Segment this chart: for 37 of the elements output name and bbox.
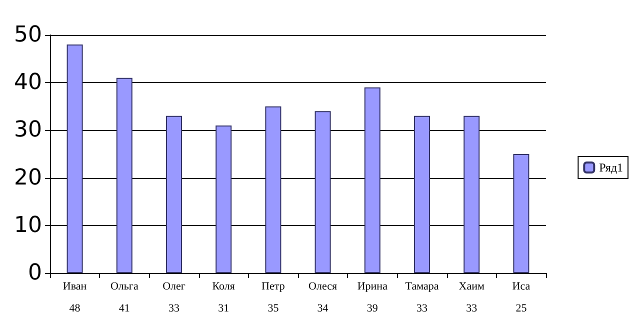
x-tick-label: Тамара: [405, 280, 439, 292]
bar: [216, 125, 232, 273]
y-tick-label: 40: [14, 70, 42, 96]
y-tick-label: 0: [28, 260, 42, 286]
bar: [464, 116, 480, 273]
bar: [414, 116, 430, 273]
x-tick-label: Петр: [262, 280, 286, 292]
y-tick-label: 50: [14, 22, 42, 48]
x-tick-label: Иса: [512, 280, 530, 292]
x-tick-label: Ольга: [110, 280, 138, 292]
bar: [116, 78, 132, 273]
data-label: 33: [168, 302, 180, 314]
bar: [265, 106, 282, 273]
bar: [513, 154, 530, 273]
x-tick-label: Ирина: [357, 280, 388, 292]
data-label: 48: [69, 302, 81, 314]
data-label: 35: [268, 302, 280, 314]
data-label: 39: [366, 302, 378, 314]
data-label: 41: [118, 302, 130, 314]
bar: [66, 44, 83, 273]
x-tick-label: Иван: [62, 280, 87, 292]
y-tick-label: 30: [14, 118, 42, 143]
data-label: 34: [317, 302, 329, 314]
x-tick-label: Олег: [162, 280, 186, 292]
x-tick-label: Коля: [212, 280, 235, 292]
bar: [166, 116, 182, 273]
bar: [314, 111, 331, 273]
y-tick-label: 10: [14, 212, 42, 238]
x-tick-label: Олеся: [308, 280, 338, 292]
legend-label: Ряд1: [599, 160, 623, 174]
x-tick-label: Хаим: [458, 280, 484, 292]
y-tick-label: 20: [14, 165, 42, 190]
bar: [364, 87, 380, 273]
data-label: 31: [218, 302, 230, 314]
data-label: 25: [516, 302, 528, 314]
data-label: 33: [416, 302, 428, 314]
data-label: 33: [466, 302, 478, 314]
